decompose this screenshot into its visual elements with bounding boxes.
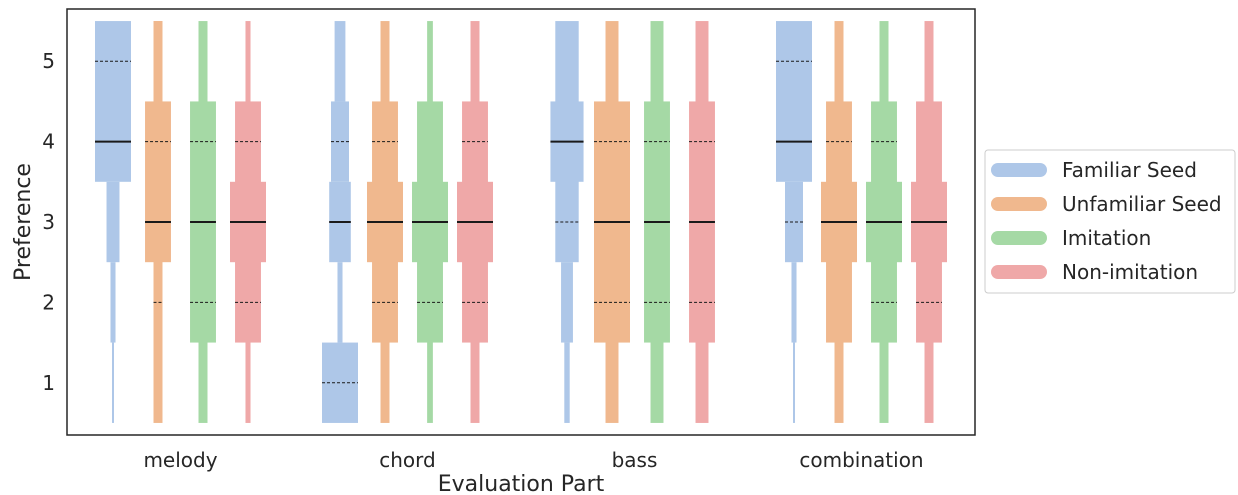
box-chord-familiar-seed [322, 21, 358, 423]
box-segment [106, 181, 120, 263]
box-segment [145, 101, 171, 263]
legend-swatch [991, 197, 1047, 211]
box-segment [776, 21, 812, 182]
y-tick-label: 5 [42, 49, 55, 73]
x-axis: melody chord bass combination [143, 448, 923, 472]
box-combination-non-imitation [911, 21, 947, 423]
box-chord-unfamiliar-seed [367, 21, 403, 423]
box-melody-unfamiliar-seed [145, 21, 171, 423]
box-segment [785, 181, 803, 263]
y-tick-label: 2 [42, 290, 55, 314]
plot-area [95, 21, 947, 423]
legend-label: Unfamiliar Seed [1062, 192, 1222, 216]
box-bass-non-imitation [689, 21, 715, 423]
box-segment [337, 262, 343, 343]
y-axis: 1 2 3 4 5 [42, 49, 55, 395]
box-bass-familiar-seed [550, 21, 584, 423]
box-segment [331, 101, 349, 182]
box-melody-non-imitation [230, 21, 266, 423]
box-melody-imitation [190, 21, 216, 423]
box-combination-imitation [866, 21, 902, 423]
box-combination-familiar-seed [776, 21, 812, 423]
x-tick-label: bass [612, 448, 658, 472]
y-tick-label: 4 [42, 130, 55, 154]
legend-frame [984, 149, 1236, 294]
box-bass-unfamiliar-seed [594, 21, 630, 423]
y-tick-label: 3 [42, 210, 55, 234]
legend-label: Familiar Seed [1062, 158, 1197, 182]
box-segment [95, 21, 131, 182]
box-chord-non-imitation [457, 21, 493, 423]
y-tick-label: 1 [42, 371, 55, 395]
legend-swatch [991, 163, 1047, 177]
x-tick-label: chord [379, 448, 435, 472]
legend-label: Non-imitation [1062, 260, 1198, 284]
box-melody-familiar-seed [95, 21, 131, 423]
box-segment [110, 262, 116, 343]
legend: Familiar Seed Unfamiliar Seed Imitation Non… [984, 149, 1236, 294]
legend-label: Imitation [1062, 226, 1151, 250]
box-chord-imitation [412, 21, 448, 423]
box-bass-imitation [644, 21, 670, 423]
y-axis-title: Preference [11, 163, 36, 281]
box-combination-unfamiliar-seed [821, 21, 857, 423]
x-axis-title: Evaluation Part [438, 472, 605, 495]
x-tick-label: combination [799, 448, 923, 472]
legend-swatch [991, 231, 1047, 245]
box-segment [791, 262, 797, 343]
box-segment [112, 342, 114, 423]
box-segment [334, 21, 346, 102]
x-tick-label: melody [143, 448, 217, 472]
box-segment [793, 342, 795, 423]
legend-swatch [991, 265, 1047, 279]
box-segment [561, 262, 573, 343]
plot-frame [66, 8, 976, 436]
box-segment [564, 342, 570, 423]
